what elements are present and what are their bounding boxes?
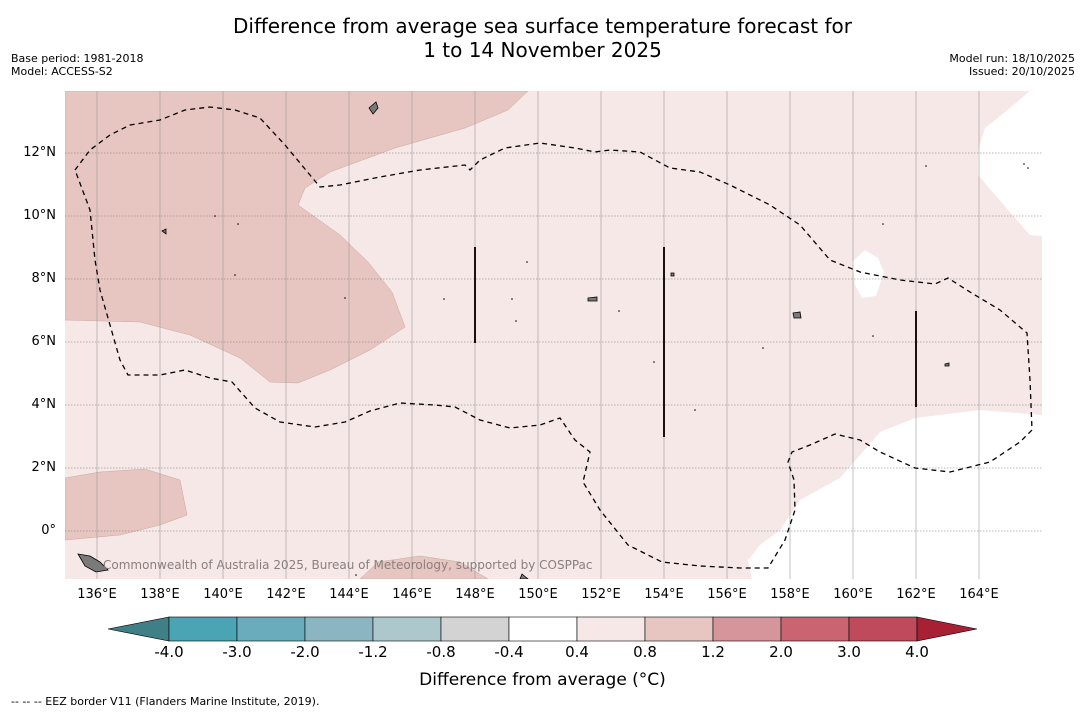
x-tick-label: 162°E <box>896 587 936 602</box>
colorbar-tick-label: 3.0 <box>837 643 861 661</box>
model-name: Model: ACCESS-S2 <box>11 65 113 78</box>
colorbar-box <box>780 616 850 642</box>
colorbar-box <box>644 616 714 642</box>
neutral-region-southeast <box>748 410 1042 579</box>
colorbar-box <box>508 616 578 642</box>
colorbar-tick-label: 1.2 <box>701 643 725 661</box>
anomaly-region-warm-south <box>359 555 489 579</box>
colorbar-boxes <box>168 616 918 642</box>
colorbar-tick-label: -3.0 <box>222 643 252 661</box>
colorbar-min-extend <box>107 616 170 642</box>
x-tick-label: 160°E <box>833 587 873 602</box>
colorbar-tick-label: -4.0 <box>154 643 184 661</box>
eez-border <box>74 106 1033 569</box>
y-tick-label: 12°N <box>23 145 56 160</box>
title-line-2: 1 to 14 November 2025 <box>423 38 662 62</box>
map-title: Difference from average sea surface temp… <box>0 14 1085 62</box>
map-plot-area <box>65 91 1042 579</box>
colorbar-tick-label: 2.0 <box>769 643 793 661</box>
atolls <box>214 163 1029 576</box>
x-tick-label: 144°E <box>329 587 369 602</box>
colorbar-box <box>304 616 374 642</box>
colorbar-tick-label: -0.8 <box>426 643 456 661</box>
x-tick-label: 136°E <box>77 587 117 602</box>
colorbar-box <box>236 616 306 642</box>
x-tick-label: 138°E <box>140 587 180 602</box>
colorbar-box <box>372 616 442 642</box>
y-tick-label: 10°N <box>23 208 56 223</box>
x-tick-label: 154°E <box>644 587 684 602</box>
eez-solid-segments <box>474 247 917 437</box>
colorbar-box <box>168 616 238 642</box>
colorbar-tick-label: -0.4 <box>494 643 524 661</box>
x-tick-label: 140°E <box>203 587 243 602</box>
y-tick-label: 0° <box>41 523 56 538</box>
y-tick-label: 6°N <box>31 334 57 349</box>
model-info: Base period: 1981-2018 Model: ACCESS-S2 <box>11 52 143 78</box>
eez-footnote: -- -- -- EEZ border V11 (Flanders Marine… <box>11 695 320 708</box>
x-tick-label: 164°E <box>959 587 999 602</box>
islands <box>77 101 950 579</box>
colorbar-tick-label: 0.4 <box>565 643 589 661</box>
x-tick-label: 158°E <box>770 587 810 602</box>
y-tick-label: 8°N <box>31 271 57 286</box>
x-tick-label: 146°E <box>392 587 432 602</box>
y-tick-label: 2°N <box>31 460 57 475</box>
colorbar-box <box>712 616 782 642</box>
colorbar-max-extend <box>916 616 978 642</box>
anomaly-region-warm-southwest <box>65 468 188 541</box>
x-tick-label: 156°E <box>707 587 747 602</box>
colorbar-tick-label: 0.8 <box>633 643 657 661</box>
copyright-watermark: Commonwealth of Australia 2025, Bureau o… <box>103 558 593 572</box>
colorbar-box <box>848 616 918 642</box>
title-line-1: Difference from average sea surface temp… <box>232 14 852 38</box>
colorbar-tick-label: -1.2 <box>358 643 388 661</box>
x-tick-label: 148°E <box>455 587 495 602</box>
colorbar <box>107 616 978 642</box>
model-run: Model run: 18/10/2025 <box>949 52 1075 65</box>
colorbar-box <box>576 616 646 642</box>
y-tick-label: 4°N <box>31 397 57 412</box>
colorbar-title: Difference from average (°C) <box>419 670 666 690</box>
anomaly-region-warm-northwest <box>65 91 529 384</box>
x-tick-label: 142°E <box>266 587 306 602</box>
x-tick-label: 150°E <box>518 587 558 602</box>
neutral-region-northeast <box>978 91 1042 236</box>
colorbar-tick-label: 4.0 <box>905 643 929 661</box>
issued-date: Issued: 20/10/2025 <box>968 65 1075 78</box>
latitude-gridlines <box>65 152 1042 532</box>
colorbar-tick-label: -2.0 <box>290 643 320 661</box>
x-tick-label: 152°E <box>581 587 621 602</box>
base-period: Base period: 1981-2018 <box>11 52 144 65</box>
colorbar-box <box>440 616 510 642</box>
run-info: Model run: 18/10/2025 Issued: 20/10/2025 <box>949 52 1075 78</box>
